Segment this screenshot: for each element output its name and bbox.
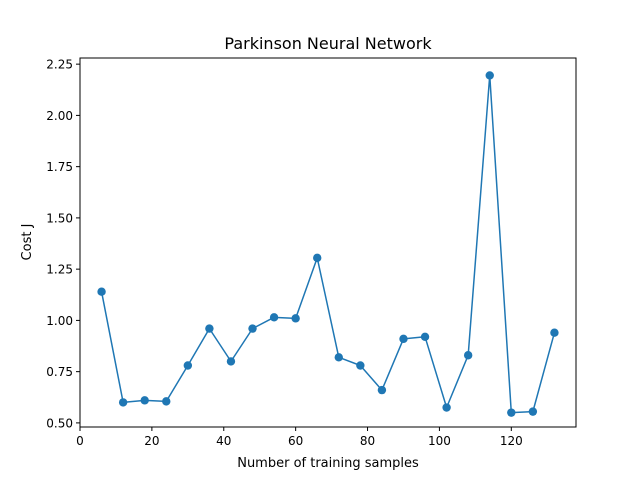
data-point [550, 328, 559, 337]
y-tick-label: 0.75 [46, 365, 73, 379]
data-point [420, 332, 430, 341]
x-tick-label: 80 [360, 434, 375, 448]
data-point [399, 334, 408, 344]
data-point [291, 314, 300, 323]
x-axis: 0 20 40 60 80 100 120 [76, 427, 523, 448]
y-tick-label: 2.00 [46, 109, 73, 123]
data-point [183, 361, 193, 370]
data-point [97, 287, 106, 296]
x-tick-label: 120 [500, 434, 523, 448]
x-tick-label: 40 [216, 434, 231, 448]
y-tick-label: 1.00 [46, 314, 73, 328]
data-point [442, 403, 451, 412]
data-point [226, 357, 236, 366]
data-point [507, 408, 516, 417]
data-point [356, 361, 365, 370]
x-axis-label: Number of training samples [237, 456, 419, 471]
y-tick-label: 2.25 [46, 58, 73, 72]
x-tick-label: 20 [144, 434, 159, 448]
series-line [100, 74, 556, 414]
x-tick-label: 0 [76, 434, 84, 448]
data-point [248, 324, 257, 333]
plot-frame [79, 57, 577, 428]
y-tick-label: 1.75 [46, 160, 73, 174]
x-tick-label: 100 [428, 434, 451, 448]
data-point [528, 407, 538, 416]
y-tick-label: 1.25 [46, 263, 73, 277]
data-point [463, 351, 473, 360]
y-axis-label: Cost J [20, 224, 35, 261]
data-point [485, 71, 494, 80]
data-point [118, 398, 128, 407]
x-tick-label: 60 [288, 434, 303, 448]
y-tick-label: 0.50 [46, 416, 73, 430]
data-point [377, 385, 387, 395]
chart-title: Parkinson Neural Network [224, 34, 432, 53]
y-tick-label: 1.50 [46, 211, 73, 225]
y-axis: 0.50 0.75 1.00 1.25 1.50 1.75 2.00 2.25 [46, 58, 80, 430]
data-point [140, 396, 149, 405]
data-point [269, 313, 279, 322]
data-point [205, 324, 214, 333]
data-point [162, 397, 171, 406]
data-point [313, 253, 322, 263]
data-point [334, 353, 343, 362]
